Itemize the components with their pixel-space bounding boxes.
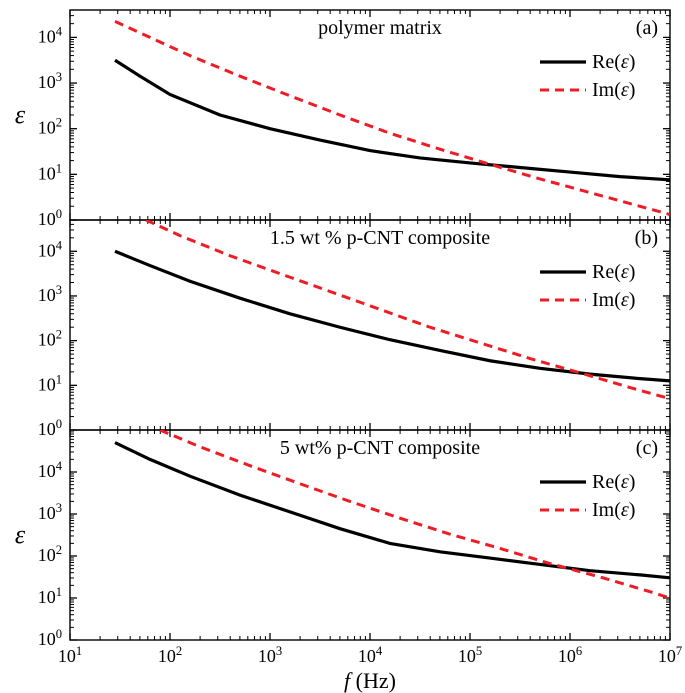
svg-text:104: 104 (38, 238, 63, 260)
svg-text:103: 103 (38, 70, 62, 92)
svg-text:Im(ε): Im(ε) (592, 499, 635, 521)
svg-text:101: 101 (38, 161, 62, 183)
svg-text:106: 106 (558, 644, 582, 666)
svg-text:102: 102 (158, 644, 182, 666)
svg-text:105: 105 (458, 644, 482, 666)
svg-text:Im(ε): Im(ε) (592, 79, 635, 101)
svg-text:(b): (b) (635, 227, 658, 249)
svg-text:102: 102 (38, 116, 62, 138)
svg-text:(a): (a) (636, 17, 658, 39)
svg-text:ε: ε (15, 100, 26, 129)
svg-text:104: 104 (38, 459, 63, 481)
svg-text:104: 104 (358, 644, 383, 666)
chart-figure: 100101102103104polymer matrix(a)Re(ε)Im(… (0, 0, 685, 693)
svg-text:102: 102 (38, 328, 62, 350)
svg-text:101: 101 (38, 372, 62, 394)
svg-text:103: 103 (258, 644, 282, 666)
svg-text:polymer matrix: polymer matrix (318, 17, 442, 39)
svg-text:Im(ε): Im(ε) (592, 289, 635, 311)
svg-text:102: 102 (38, 543, 62, 565)
svg-text:100: 100 (38, 207, 62, 229)
svg-text:107: 107 (658, 644, 682, 666)
svg-text:(c): (c) (636, 437, 658, 459)
chart-svg: 100101102103104polymer matrix(a)Re(ε)Im(… (0, 0, 685, 693)
svg-text:Re(ε): Re(ε) (592, 51, 635, 73)
svg-text:Re(ε): Re(ε) (592, 261, 635, 283)
svg-text:Re(ε): Re(ε) (592, 471, 635, 493)
svg-text:101: 101 (58, 644, 82, 666)
svg-text:103: 103 (38, 501, 62, 523)
svg-text:104: 104 (38, 24, 63, 46)
svg-text:1.5 wt % p-CNT composite: 1.5 wt % p-CNT composite (270, 227, 490, 249)
svg-text:f (Hz): f (Hz) (344, 668, 396, 693)
svg-text:101: 101 (38, 585, 62, 607)
svg-text:103: 103 (38, 283, 62, 305)
svg-text:100: 100 (38, 417, 62, 439)
svg-text:ε: ε (15, 520, 26, 549)
svg-text:5 wt% p-CNT composite: 5 wt% p-CNT composite (280, 437, 480, 459)
